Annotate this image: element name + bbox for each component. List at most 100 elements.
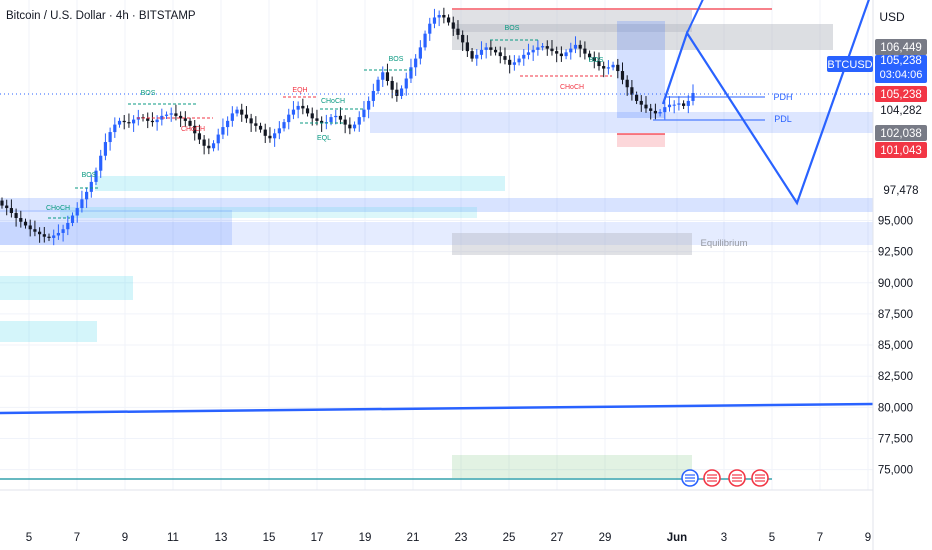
candle-body (470, 51, 474, 59)
candle-body (649, 108, 653, 111)
time-axis[interactable]: 5 7 9 11 13 15 17 19 21 23 25 27 29 Jun 3 5 7 9 (0, 489, 873, 544)
time-tick-label: 13 (215, 532, 228, 544)
price-axis[interactable]: 95,000 92,500 90,000 87,500 85,000 82,500 80,0… (827, 0, 927, 550)
candle-body (99, 155, 103, 171)
candle-body (94, 170, 98, 182)
candle-body (230, 113, 234, 121)
candle-body (446, 17, 451, 23)
equilibrium-zone (452, 233, 692, 255)
candle-body (61, 229, 65, 233)
price-tick-label: 92,500 (878, 247, 913, 259)
candle-body (367, 100, 371, 110)
candle-body (461, 34, 465, 43)
candle-body (672, 104, 676, 106)
candle-body (240, 109, 244, 115)
candle-body (498, 52, 502, 57)
candle-body (451, 22, 455, 29)
candle-body (395, 89, 399, 96)
time-tick-label: 15 (263, 532, 276, 544)
candle-body (127, 122, 131, 124)
candle-body (616, 64, 620, 72)
candle-body (540, 46, 545, 48)
time-tick-label: 9 (865, 532, 871, 544)
candle-body (277, 128, 281, 134)
candle-body (305, 108, 310, 114)
demand-zone (0, 198, 873, 212)
candle-body (258, 125, 263, 130)
stop-zone (617, 134, 665, 147)
price-label: 104,282 (875, 102, 927, 118)
time-tick-label: 23 (455, 532, 468, 544)
time-tick-label: 25 (503, 532, 516, 544)
candle-body (226, 120, 230, 128)
time-tick-label: 7 (817, 532, 823, 544)
candle-body (108, 132, 112, 143)
price-tick-label: 95,000 (878, 216, 913, 228)
time-tick-label: 17 (311, 532, 324, 544)
price-label: 97,478 (875, 182, 927, 198)
svg-text:105,238: 105,238 (880, 55, 922, 67)
candle-body (423, 33, 427, 48)
price-label: 105,238 03:04:06 BTCUSD (827, 55, 927, 83)
candle-body (658, 112, 662, 114)
lightning-icon[interactable] (681, 469, 699, 487)
price-label: 101,043 (875, 142, 927, 158)
candle-body (33, 229, 37, 232)
candle-body (216, 134, 220, 144)
candle-body (197, 133, 202, 140)
candle-body (169, 113, 173, 115)
candle-body (644, 104, 648, 109)
candle-body (550, 48, 554, 52)
candle-body (179, 115, 183, 119)
candle-body (235, 109, 239, 114)
price-tick-label: 77,500 (878, 433, 913, 445)
candle-body (442, 14, 446, 18)
candle-body (437, 14, 441, 18)
price-tick-label: 85,000 (878, 340, 913, 352)
candle-body (399, 88, 404, 96)
fvg-zone (95, 176, 505, 191)
candle-body (132, 119, 136, 124)
candle-body (587, 53, 592, 58)
candle-body (536, 47, 540, 50)
candle-body (578, 44, 582, 49)
candle-body (14, 213, 18, 219)
candle-body (338, 115, 343, 120)
candle-body (508, 59, 512, 65)
time-tick-label: Jun (667, 532, 687, 544)
candle-body (315, 118, 319, 121)
candle-body (475, 54, 479, 59)
candle-body (385, 72, 390, 82)
us-flag-icon[interactable] (728, 469, 746, 487)
annotation-label: CHoCH (46, 205, 70, 212)
projection-path (661, 0, 870, 206)
candle-body (663, 107, 667, 113)
candle-body (362, 109, 366, 118)
annotation-label: CHoCH (181, 126, 205, 133)
candle-body (381, 72, 385, 80)
us-flag-icon[interactable] (703, 469, 721, 487)
candle-body (606, 67, 610, 69)
candle-body (597, 61, 601, 67)
candle-body (517, 58, 521, 63)
candle-body (28, 225, 32, 230)
candle-body (320, 120, 324, 124)
candle-body (287, 114, 291, 123)
demand-zone (0, 222, 873, 245)
price-label: 106,449 (875, 39, 927, 55)
time-tick-label: 3 (721, 532, 727, 544)
candle-body (390, 81, 394, 90)
price-tick-label: 75,000 (878, 465, 913, 477)
supply-zone (452, 24, 833, 50)
candle-body (52, 235, 56, 238)
time-tick-label: 5 (769, 532, 775, 544)
time-tick-label: 7 (74, 532, 80, 544)
candle-body (479, 49, 484, 55)
candle-body (42, 234, 46, 237)
candle-body (301, 105, 305, 109)
svg-text:97,478: 97,478 (883, 185, 918, 197)
us-flag-icon[interactable] (751, 469, 769, 487)
currency-label[interactable]: USD (879, 10, 905, 24)
candle-body (334, 115, 338, 118)
